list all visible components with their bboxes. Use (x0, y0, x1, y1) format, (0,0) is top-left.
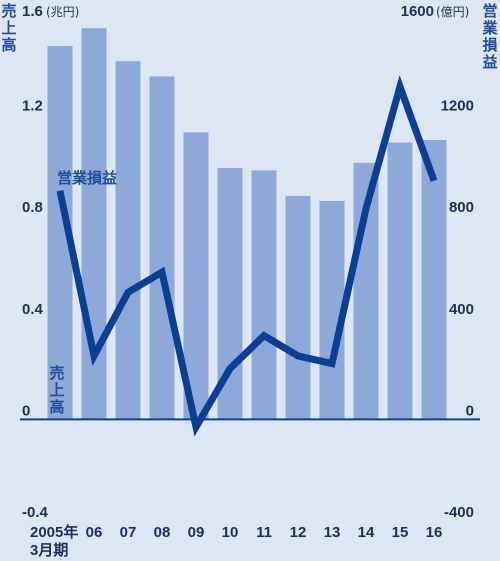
left-tick-label: 1.6 (22, 3, 43, 20)
right-axis-unit: (億円) (436, 5, 469, 19)
left-axis-ticks: -0.4 0 0.4 0.8 1.2 1.6 (22, 3, 49, 521)
right-axis-title: 営業損益 (481, 2, 498, 71)
x-tick-label: 10 (222, 524, 239, 541)
sales-bar (387, 142, 413, 420)
axis-title-char: 損 (482, 36, 498, 54)
sales-bar (115, 61, 141, 420)
bar-label-char: 上 (49, 381, 64, 399)
bar-series (47, 28, 447, 420)
x-tick-label: 14 (358, 524, 375, 541)
sales-bar (183, 132, 209, 420)
sales-bar (149, 76, 175, 420)
right-tick-label: 1200 (441, 98, 474, 115)
x-axis-sublabel: 3月期 (30, 541, 68, 559)
axis-title-char: 営 (482, 2, 497, 20)
x-tick-label: 16 (426, 524, 443, 541)
right-tick-label: 0 (466, 402, 474, 419)
x-tick-label: 15 (392, 524, 409, 541)
x-tick-label: 07 (120, 524, 137, 541)
x-tick-label: 09 (188, 524, 205, 541)
left-tick-label: 0 (22, 402, 30, 419)
left-tick-label: 0.8 (22, 199, 43, 216)
right-tick-label: -400 (444, 504, 474, 521)
axis-title-char: 業 (481, 19, 498, 37)
bar-label-char: 高 (49, 398, 64, 416)
x-tick-label: 2005年 (30, 523, 78, 541)
x-tick-label: 13 (324, 524, 341, 541)
sales-bar (421, 140, 447, 420)
axis-title-char: 高 (1, 36, 16, 54)
axis-title-char: 益 (482, 53, 497, 71)
left-axis-unit: (兆円) (46, 5, 79, 19)
axis-title-char: 上 (1, 19, 16, 37)
bar-series-label: 売上高 (49, 364, 64, 416)
x-tick-label: 06 (86, 524, 103, 541)
right-tick-label: 1600 (401, 3, 434, 20)
left-tick-label: -0.4 (22, 504, 49, 521)
x-tick-label: 11 (256, 524, 272, 541)
left-tick-label: 0.4 (22, 301, 44, 318)
x-tick-label: 08 (154, 524, 171, 541)
x-axis-ticks: 2005年 06 07 08 09 10 11 12 13 14 15 16 (30, 523, 442, 541)
left-axis-title: 売上高 (1, 2, 16, 54)
right-tick-label: 800 (449, 199, 474, 216)
bar-label-char: 売 (49, 364, 64, 382)
operating-profit-line (56, 75, 438, 437)
left-tick-label: 1.2 (22, 98, 43, 115)
right-tick-label: 400 (449, 301, 474, 318)
x-tick-label: 12 (290, 524, 307, 541)
axis-title-char: 売 (1, 2, 16, 20)
sales-bar (251, 170, 277, 420)
sales-bar (285, 195, 311, 420)
line-series-label: 営業損益 (57, 169, 117, 187)
right-axis-ticks: -400 0 400 800 1200 1600 (401, 3, 474, 521)
